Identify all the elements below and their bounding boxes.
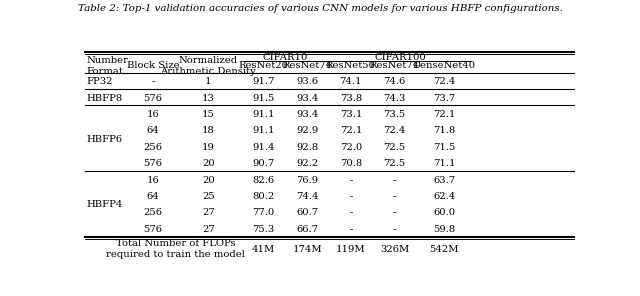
Text: 60.0: 60.0 (433, 208, 455, 218)
Text: Block Size: Block Size (127, 61, 179, 70)
Text: -: - (349, 192, 353, 201)
Text: Table 2: Top-1 validation accuracies of various CNN models for various HBFP conf: Table 2: Top-1 validation accuracies of … (77, 4, 563, 13)
Text: 82.6: 82.6 (252, 176, 275, 185)
Text: 90.7: 90.7 (252, 159, 275, 168)
Text: ResNet50: ResNet50 (326, 61, 376, 70)
Text: 73.7: 73.7 (433, 94, 455, 103)
Text: -: - (393, 225, 396, 234)
Text: -: - (393, 192, 396, 201)
Text: 326M: 326M (380, 245, 409, 254)
Text: 576: 576 (143, 225, 163, 234)
Text: 71.1: 71.1 (433, 159, 455, 168)
Text: 174M: 174M (292, 245, 322, 254)
Text: 41M: 41M (252, 245, 275, 254)
Text: -: - (151, 77, 155, 86)
Text: 92.9: 92.9 (296, 126, 318, 136)
Text: 72.4: 72.4 (383, 126, 406, 136)
Text: 64: 64 (147, 192, 159, 201)
Text: 93.4: 93.4 (296, 110, 318, 119)
Text: ResNet74: ResNet74 (369, 61, 420, 70)
Text: 62.4: 62.4 (433, 192, 455, 201)
Text: 91.4: 91.4 (252, 143, 275, 152)
Text: 91.5: 91.5 (252, 94, 275, 103)
Text: 16: 16 (147, 176, 159, 185)
Text: 91.7: 91.7 (252, 77, 275, 86)
Text: -: - (349, 225, 353, 234)
Text: 80.2: 80.2 (252, 192, 275, 201)
Text: CIFAR10: CIFAR10 (262, 53, 308, 62)
Text: 76.9: 76.9 (296, 176, 318, 185)
Text: 542M: 542M (429, 245, 459, 254)
Text: 92.2: 92.2 (296, 159, 318, 168)
Text: 15: 15 (202, 110, 214, 119)
Text: -: - (393, 208, 396, 218)
Text: 70.8: 70.8 (340, 159, 362, 168)
Text: 20: 20 (202, 159, 214, 168)
Text: -: - (349, 176, 353, 185)
Text: 73.1: 73.1 (340, 110, 362, 119)
Text: 576: 576 (143, 159, 163, 168)
Text: 77.0: 77.0 (252, 208, 275, 218)
Text: 91.1: 91.1 (252, 110, 275, 119)
Text: CIFAR100: CIFAR100 (374, 53, 426, 62)
Text: 74.6: 74.6 (383, 77, 406, 86)
Text: 576: 576 (143, 94, 163, 103)
Text: 27: 27 (202, 208, 214, 218)
Text: 91.1: 91.1 (252, 126, 275, 136)
Text: 73.8: 73.8 (340, 94, 362, 103)
Text: DenseNet40: DenseNet40 (413, 61, 476, 70)
Text: 16: 16 (147, 110, 159, 119)
Text: ResNet20: ResNet20 (239, 61, 289, 70)
Text: 19: 19 (202, 143, 214, 152)
Text: Number
Format: Number Format (86, 56, 129, 76)
Text: 71.5: 71.5 (433, 143, 455, 152)
Text: 71.8: 71.8 (433, 126, 455, 136)
Text: HBFP6: HBFP6 (86, 135, 123, 144)
Text: 74.1: 74.1 (340, 77, 362, 86)
Text: 27: 27 (202, 225, 214, 234)
Text: -: - (393, 176, 396, 185)
Text: 59.8: 59.8 (433, 225, 455, 234)
Text: HBFP8: HBFP8 (86, 94, 123, 103)
Text: 72.5: 72.5 (383, 159, 406, 168)
Text: Total Number of FLOPs
required to train the model: Total Number of FLOPs required to train … (106, 239, 245, 259)
Text: 92.8: 92.8 (296, 143, 318, 152)
Text: 60.7: 60.7 (296, 208, 318, 218)
Text: -: - (349, 208, 353, 218)
Text: 72.4: 72.4 (433, 77, 455, 86)
Text: 25: 25 (202, 192, 214, 201)
Text: 1: 1 (205, 77, 211, 86)
Text: Normalized
Arithmetic Density: Normalized Arithmetic Density (161, 56, 256, 76)
Text: 72.1: 72.1 (433, 110, 455, 119)
Text: 119M: 119M (336, 245, 365, 254)
Text: 20: 20 (202, 176, 214, 185)
Text: 93.6: 93.6 (296, 77, 318, 86)
Text: 64: 64 (147, 126, 159, 136)
Text: 75.3: 75.3 (252, 225, 275, 234)
Text: 18: 18 (202, 126, 214, 136)
Text: 72.5: 72.5 (383, 143, 406, 152)
Text: 63.7: 63.7 (433, 176, 455, 185)
Text: 74.3: 74.3 (383, 94, 406, 103)
Text: 74.4: 74.4 (296, 192, 319, 201)
Text: 256: 256 (143, 143, 163, 152)
Text: 66.7: 66.7 (296, 225, 318, 234)
Text: ResNet74: ResNet74 (282, 61, 332, 70)
Text: 72.0: 72.0 (340, 143, 362, 152)
Text: FP32: FP32 (86, 77, 113, 86)
Text: 93.4: 93.4 (296, 94, 318, 103)
Text: 13: 13 (202, 94, 214, 103)
Text: 256: 256 (143, 208, 163, 218)
Text: 72.1: 72.1 (340, 126, 362, 136)
Text: HBFP4: HBFP4 (86, 200, 123, 209)
Text: 73.5: 73.5 (383, 110, 406, 119)
